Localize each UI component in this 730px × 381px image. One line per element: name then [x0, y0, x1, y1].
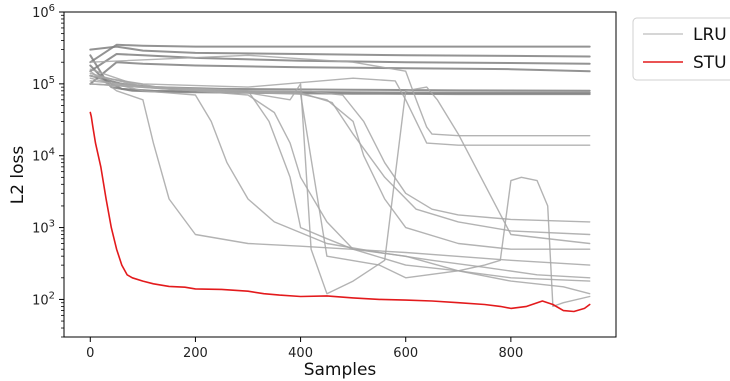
series-line-lru-15 [89, 83, 591, 295]
x-tick-label: 200 [183, 346, 208, 361]
series-group [89, 43, 591, 313]
legend-lru-label: LRU [693, 25, 727, 45]
x-tick-label: 600 [393, 346, 418, 361]
series-line-lru-11 [89, 80, 591, 223]
y-tick-label: 102 [32, 290, 55, 308]
y-tick-label: 104 [32, 147, 55, 165]
x-axis-label: Samples [304, 360, 377, 380]
series-line-lru-7 [89, 70, 591, 266]
x-ticks: 0 200 400 600 800 [86, 337, 523, 361]
series-line-lru-13 [89, 54, 591, 137]
y-tick-label: 103 [32, 219, 55, 237]
series-line-lru-8 [89, 77, 591, 279]
series-line-lru-0 [89, 43, 591, 64]
x-tick-label: 800 [498, 346, 523, 361]
series-line-lru-10 [89, 68, 591, 250]
series-line-stu [89, 111, 591, 313]
series-line-lru-14 [89, 75, 591, 146]
series-line-lru-2 [89, 53, 591, 73]
x-tick-label: 0 [86, 346, 94, 361]
y-tick-label: 106 [32, 3, 55, 21]
y-axis-label: L2 loss [8, 146, 28, 205]
plot-frame [63, 11, 617, 338]
legend: LRU STU [632, 17, 730, 81]
y-ticks: 102 103 104 105 106 [32, 3, 64, 338]
series-line-lru-9 [89, 72, 591, 282]
series-line-lru-12 [89, 75, 591, 236]
series-line-lru-1 [89, 45, 591, 58]
x-tick-label: 400 [288, 346, 313, 361]
series-line-lru-16 [89, 83, 591, 308]
y-tick-label: 105 [32, 75, 55, 93]
legend-stu-label: STU [693, 53, 727, 73]
series-line-lru-17 [89, 83, 591, 295]
series-line-lru-3 [89, 61, 591, 85]
